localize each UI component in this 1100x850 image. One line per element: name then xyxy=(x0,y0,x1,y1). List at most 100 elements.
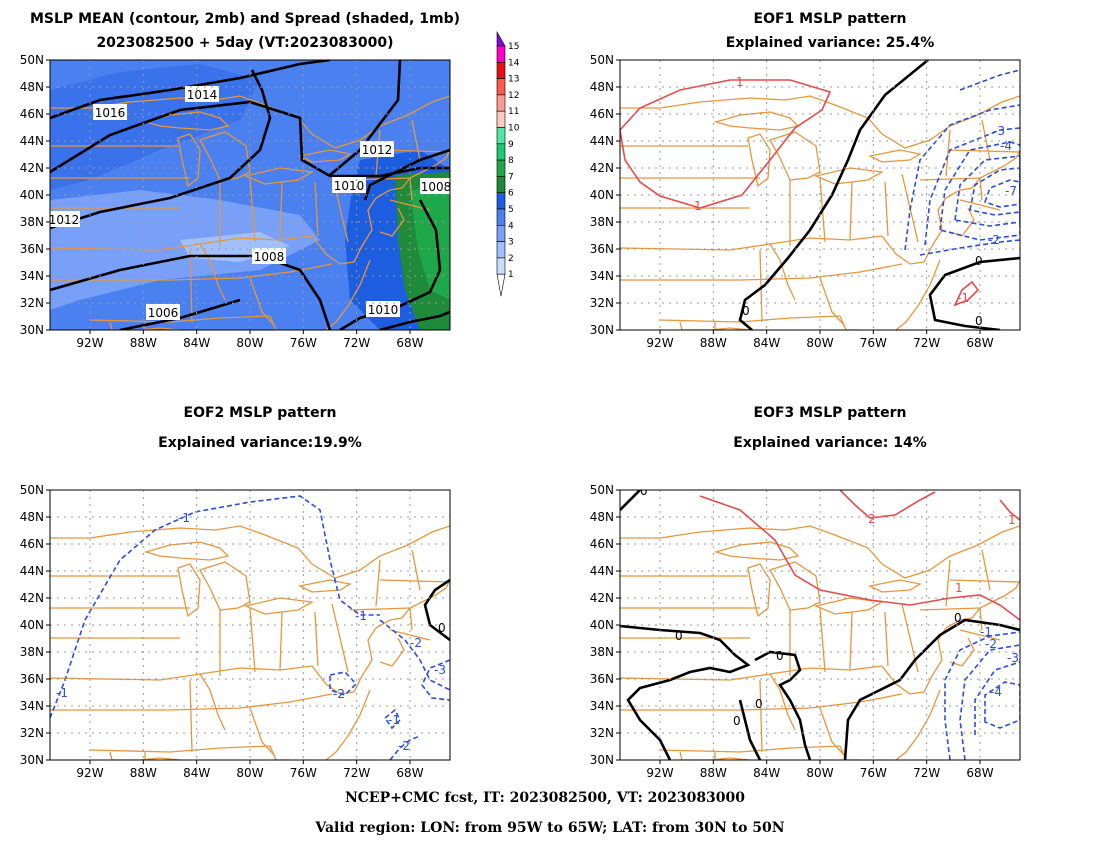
colorbar-segment xyxy=(496,143,506,161)
lat-tick-label: 48N xyxy=(590,80,614,94)
eof2-label-m1d: -1 xyxy=(388,713,400,727)
eof2-subtitle: Explained variance:19.9% xyxy=(158,435,362,451)
eof1-contours xyxy=(620,60,1020,330)
eof3-positive-1b xyxy=(999,499,1020,521)
clabel-1014: 1014 xyxy=(187,88,218,102)
eof3-label-m4: -4 xyxy=(990,685,1002,699)
lon-tick-label: 80W xyxy=(806,766,833,780)
eof1-label-m4: -4 xyxy=(1000,139,1012,153)
colorbar-label: 12 xyxy=(508,91,519,101)
lat-tick-label: 36N xyxy=(590,242,614,256)
colorbar-segment xyxy=(496,225,506,242)
eof1-label-0b: 0 xyxy=(742,304,750,318)
lat-tick-label: 34N xyxy=(20,269,44,283)
eof1-neg-1 xyxy=(959,69,1020,91)
eof2-zero-line xyxy=(423,578,450,642)
lon-tick-label: 80W xyxy=(806,336,833,350)
panel-mean: MSLP MEAN (contour, 2mb) and Spread (sha… xyxy=(20,11,460,350)
lat-tick-label: 44N xyxy=(20,564,44,578)
eof1-label-1c: -1 xyxy=(957,291,969,305)
lon-tick-label: 84W xyxy=(183,766,210,780)
colorbar-segment xyxy=(496,176,506,193)
eof3-neg-3 xyxy=(974,661,1020,735)
eof2-label-0: 0 xyxy=(438,621,446,635)
lon-tick-label: 92W xyxy=(646,766,673,780)
colorbar-label: 13 xyxy=(508,75,519,85)
lat-tick-label: 40N xyxy=(590,618,614,632)
mean-axes: 50N 48N 46N 44N 42N 40N 38N 36N 34N 32N 30N 92W 88W 8… xyxy=(20,53,424,350)
isobar-1010-south xyxy=(339,199,442,330)
lat-tick-label: 34N xyxy=(590,269,614,283)
lon-tick-label: 92W xyxy=(76,766,103,780)
eof3-label-1b: 1 xyxy=(955,581,963,595)
lat-tick-label: 46N xyxy=(590,537,614,551)
eof2-contour-labels: -1 -1 -1 -2 -3 -2 -1 -2 0 xyxy=(56,511,446,753)
clabel-1016: 1016 xyxy=(95,106,126,120)
eof1-label-m3: -3 xyxy=(993,124,1005,138)
eof3-zero-c2 xyxy=(738,699,762,760)
colorbar-label: 5 xyxy=(508,205,514,215)
lat-tick-label: 48N xyxy=(590,510,614,524)
clabel-1006: 1006 xyxy=(148,306,179,320)
lat-tick-label: 40N xyxy=(20,188,44,202)
eof1-neg-4 xyxy=(939,141,1020,241)
colorbar-label: 15 xyxy=(508,42,519,52)
eof2-label-m1b: -1 xyxy=(56,686,68,700)
eof2-label-m3: -3 xyxy=(434,663,446,677)
lon-tick-label: 76W xyxy=(860,336,887,350)
lon-tick-label: 88W xyxy=(130,766,157,780)
eof1-zero-line xyxy=(738,60,929,330)
eof1-grid xyxy=(620,60,1020,330)
eof1-positive-se xyxy=(953,280,980,307)
lat-tick-label: 42N xyxy=(20,161,44,175)
eof3-axes: 50N 48N 46N 44N 42N 40N 38N 36N 34N 32N 30N 92W 88W 8… xyxy=(590,483,994,780)
lat-tick-label: 38N xyxy=(20,215,44,229)
isobar-1012 xyxy=(50,100,450,178)
eof1-neg-2 xyxy=(904,104,1020,251)
colorbar-segment xyxy=(496,78,506,96)
panel-eof2: EOF2 MSLP pattern Explained variance:19.… xyxy=(20,405,451,780)
lat-tick-label: 48N xyxy=(20,510,44,524)
eof3-neg-2 xyxy=(959,644,1020,760)
lat-tick-label: 32N xyxy=(20,726,44,740)
eof2-neg-2b xyxy=(329,671,358,696)
mean-contour-labels: 1016 1014 1012 1012 1010 1008 1008 1006 … xyxy=(50,86,450,320)
lat-tick-label: 50N xyxy=(20,53,44,67)
colorbar-label: 3 xyxy=(508,238,514,248)
eof2-contours xyxy=(50,495,450,760)
lon-tick-label: 88W xyxy=(700,766,727,780)
colorbar-segment xyxy=(496,110,506,128)
lat-tick-label: 40N xyxy=(590,188,614,202)
eof2-label-m2c: -2 xyxy=(398,739,410,753)
eof3-neg-4 xyxy=(984,681,1020,729)
eof1-contour-labels: 1 1 -3 -4 -7 -2 0 0 -1 0 xyxy=(694,75,1017,328)
eof1-subtitle: Explained variance: 25.4% xyxy=(726,35,935,51)
lat-tick-label: 36N xyxy=(590,672,614,686)
eof1-neg-6 xyxy=(969,167,1020,216)
eof2-label-m2b: -2 xyxy=(333,687,345,701)
colorbar-segment xyxy=(496,159,506,177)
lat-tick-label: 44N xyxy=(590,134,614,148)
clabel-1008: 1008 xyxy=(254,250,285,264)
lat-tick-label: 42N xyxy=(590,161,614,175)
isobar-1010 xyxy=(363,148,450,201)
eof1-label-1: 1 xyxy=(736,75,744,89)
lat-tick-label: 50N xyxy=(590,483,614,497)
isobar-1012-west xyxy=(50,69,272,230)
panel-eof1: EOF1 MSLP pattern Explained variance: 25… xyxy=(590,11,1021,350)
mean-subtitle: 2023082500 + 5day (VT:2023083000) xyxy=(96,35,393,51)
eof1-label-0c: 0 xyxy=(975,314,983,328)
eof3-label-0b: 0 xyxy=(675,629,683,643)
eof1-neg-3 xyxy=(924,127,1020,246)
lon-tick-label: 92W xyxy=(76,336,103,350)
eof3-subtitle: Explained variance: 14% xyxy=(733,435,926,451)
lon-tick-label: 88W xyxy=(700,336,727,350)
eof2-label-m2: -2 xyxy=(410,636,422,650)
lon-tick-label: 72W xyxy=(343,766,370,780)
eof3-zero-nw xyxy=(620,490,641,511)
eof1-neg-5 xyxy=(954,155,1020,227)
lon-tick-label: 84W xyxy=(753,766,780,780)
eof1-axes: 50N 48N 46N 44N 42N 40N 38N 36N 34N 32N 30N 92W 88W 8… xyxy=(590,53,994,350)
lon-tick-label: 84W xyxy=(183,336,210,350)
lon-tick-label: 80W xyxy=(236,336,263,350)
